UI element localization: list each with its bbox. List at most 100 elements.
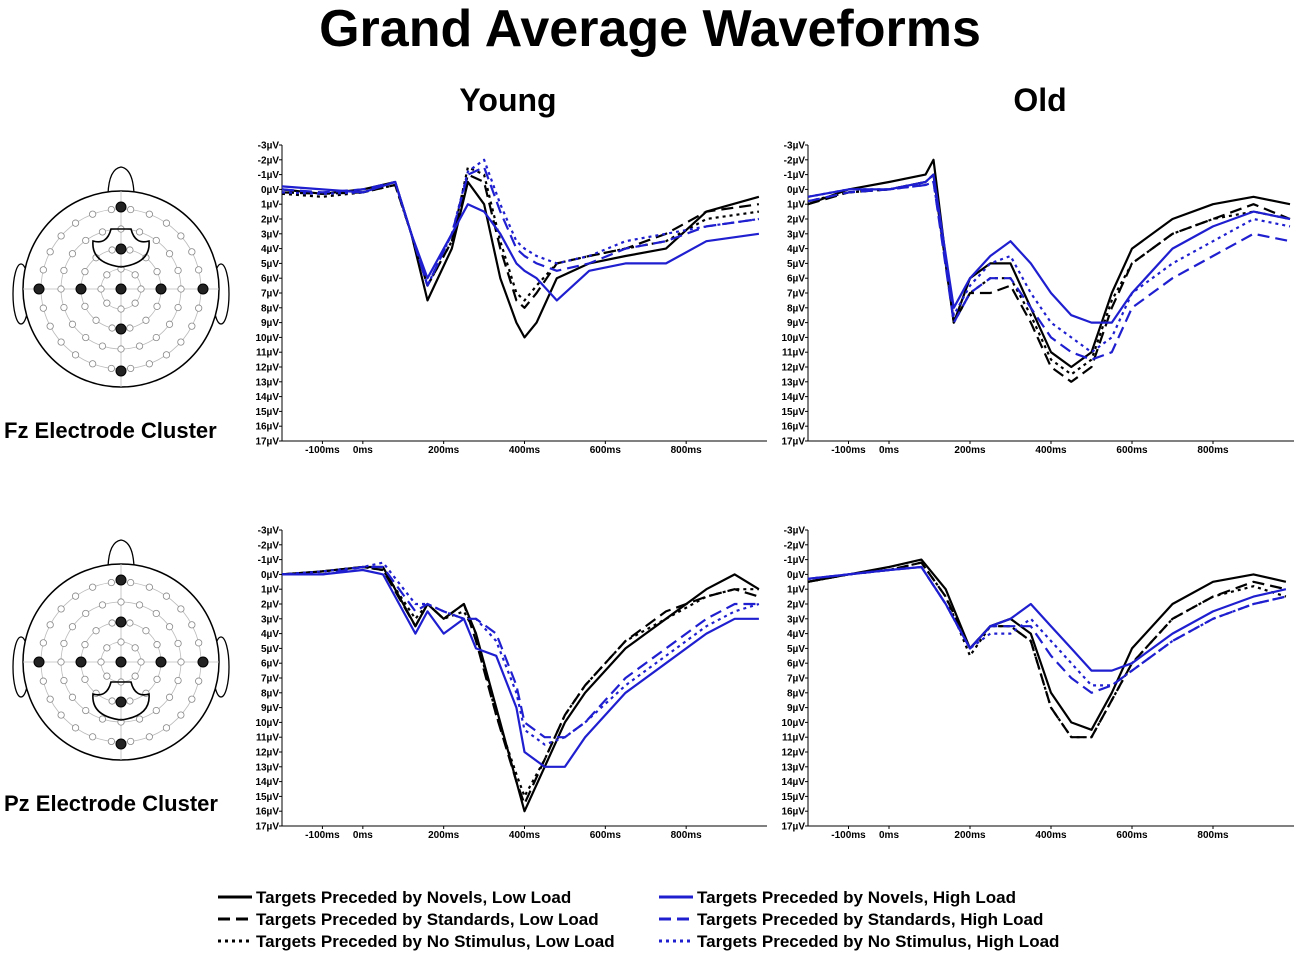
y-tick-label: -3µV <box>784 526 806 537</box>
y-tick-label: 11µV <box>782 348 805 359</box>
y-tick-label: 16µV <box>781 807 805 818</box>
electrode-dot <box>60 266 68 275</box>
legend-label-novels-low: Targets Preceded by Novels, Low Load <box>256 888 572 907</box>
electrode-dot <box>165 623 174 631</box>
electrode-dot <box>153 268 161 276</box>
y-tick-label: 1µV <box>787 200 805 211</box>
y-tick-label: 15µV <box>255 792 279 803</box>
y-tick-label: 11µV <box>782 733 805 744</box>
electrode-dot <box>195 304 203 312</box>
y-tick-label: -3µV <box>258 141 280 152</box>
electrode-dot <box>107 578 115 587</box>
series-line <box>282 568 759 768</box>
electrode-dot <box>57 711 65 719</box>
electrode-dot <box>68 623 77 631</box>
series-line <box>807 180 1291 361</box>
y-tick-label: 15µV <box>781 792 805 803</box>
electrode-dot <box>137 658 145 666</box>
y-tick-label: 0µV <box>261 570 279 581</box>
x-tick-label: 800ms <box>1197 445 1229 456</box>
y-tick-label: 2µV <box>261 215 279 226</box>
electrode-dot <box>71 351 80 359</box>
electrode-dot <box>82 236 90 245</box>
electrode-dot <box>57 232 65 240</box>
electrode-dot <box>162 219 171 227</box>
x-tick-label: 600ms <box>1116 445 1148 456</box>
y-tick-label: 10µV <box>255 333 279 344</box>
electrode-dot <box>131 271 139 279</box>
series-line <box>807 565 1287 694</box>
y-tick-label: 17µV <box>255 437 279 448</box>
y-tick-label: 5µV <box>261 644 279 655</box>
electrode-dot <box>98 342 107 350</box>
y-tick-label: 6µV <box>787 274 805 285</box>
x-tick-label: 400ms <box>1035 445 1067 456</box>
electrode-dot <box>57 605 65 613</box>
electrode-dot <box>135 715 144 723</box>
electrode-dot <box>57 338 65 346</box>
y-tick-label: -3µV <box>784 141 806 152</box>
electrode-dot <box>98 601 107 609</box>
x-tick-label: 200ms <box>428 445 460 456</box>
y-tick-label: 7µV <box>261 674 279 685</box>
series-line <box>281 173 760 309</box>
y-tick-label: 17µV <box>781 437 805 448</box>
panel-fz-young: -3µV -2µV -1µV 0µV 1µV 2µV 3µV 4µV 5µV 6µV 7µV 8µV 9… <box>255 141 767 456</box>
y-tick-label: 4µV <box>787 629 805 640</box>
column-heading-old: Old <box>1013 82 1067 118</box>
electrode-dot <box>135 601 144 609</box>
electrode-dot <box>188 248 196 256</box>
electrode-dot <box>71 724 80 732</box>
x-tick-label: 200ms <box>954 445 986 456</box>
x-tick-label: -100ms <box>305 445 340 456</box>
y-tick-label: 6µV <box>787 659 805 670</box>
electrode-dot <box>89 733 97 741</box>
electrode-dot <box>60 676 68 685</box>
electrode-dot <box>127 205 135 214</box>
electrode-dot <box>92 316 100 324</box>
y-tick-label: 14µV <box>255 392 279 403</box>
electrode-dot <box>127 737 135 746</box>
x-tick-label: -100ms <box>305 830 340 841</box>
electrode-dot <box>195 677 203 685</box>
y-tick-label: 6µV <box>261 274 279 285</box>
column-heading-young: Young <box>459 82 557 118</box>
electrode-dot <box>89 583 97 591</box>
key-electrode <box>33 656 45 668</box>
y-tick-label: -1µV <box>784 170 806 181</box>
key-electrode <box>33 283 45 295</box>
electrode-dot <box>82 706 90 715</box>
electrode-dot <box>177 711 185 719</box>
panel-fz-old: -3µV -2µV -1µV 0µV 1µV 2µV 3µV 4µV 5µV 6µV 7µV 8µV 9… <box>781 141 1294 456</box>
x-tick-label: 200ms <box>954 830 986 841</box>
series-line <box>281 180 760 339</box>
electrode-dot <box>145 210 153 218</box>
legend-label-novels-high: Targets Preceded by Novels, High Load <box>697 888 1016 907</box>
y-tick-label: 1µV <box>261 200 279 211</box>
electrode-dot <box>127 364 135 373</box>
electrode-dot <box>103 672 111 680</box>
key-electrode <box>115 323 127 335</box>
y-tick-label: 9µV <box>787 318 805 329</box>
y-tick-label: 10µV <box>781 718 805 729</box>
electrode-dot <box>145 360 153 368</box>
legend-label-nostim-high: Targets Preceded by No Stimulus, High Lo… <box>697 932 1060 951</box>
key-electrode <box>115 696 127 708</box>
series-line <box>807 173 1291 383</box>
electrode-dot <box>153 641 161 649</box>
series-line <box>807 561 1287 739</box>
legend-label-standards-high: Targets Preceded by Standards, High Load <box>697 910 1044 929</box>
electrode-dot <box>117 305 125 313</box>
x-tick-label: 0ms <box>879 445 899 456</box>
head-diagram <box>12 166 230 388</box>
y-tick-label: 1µV <box>787 585 805 596</box>
figure-title: Grand Average Waveforms <box>319 0 981 58</box>
electrode-dot <box>39 677 47 685</box>
x-tick-label: 400ms <box>509 830 541 841</box>
electrode-dot <box>97 285 105 293</box>
electrode-dot <box>135 228 144 236</box>
y-tick-label: 15µV <box>255 407 279 418</box>
electrode-dot <box>152 706 160 715</box>
electrode-dot <box>107 205 115 214</box>
y-tick-label: 8µV <box>787 688 805 699</box>
